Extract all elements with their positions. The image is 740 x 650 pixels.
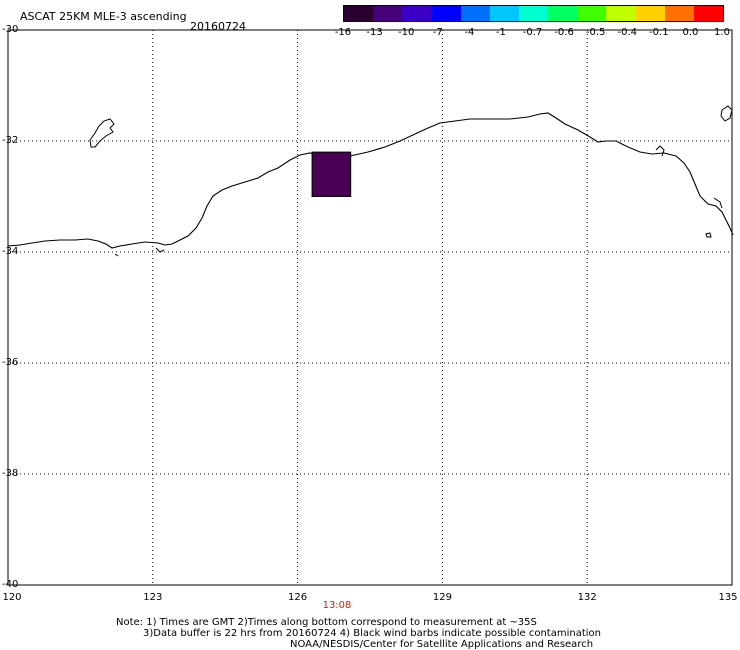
colorbar-segment xyxy=(344,6,374,21)
colorbar-tick-label: -0.1 xyxy=(649,27,669,38)
colorbar-segment xyxy=(548,6,578,21)
graticule xyxy=(7,29,733,586)
colorbar-tick-label: -16 xyxy=(334,27,352,38)
note-line-3: NOAA/NESDIS/Center for Satellite Applica… xyxy=(290,639,594,650)
colorbar-segment xyxy=(606,6,636,21)
time-label: 13:08 xyxy=(322,600,352,611)
coast-detail xyxy=(155,247,165,253)
coastline xyxy=(7,112,734,249)
colorbar xyxy=(343,5,724,22)
island xyxy=(89,118,115,148)
product-title: ASCAT 25KM MLE-3 ascending xyxy=(20,10,187,23)
colorbar-tick-label: 1.0 xyxy=(714,27,730,38)
colorbar-segment xyxy=(431,6,461,21)
islet xyxy=(705,232,712,238)
lat-tick-label: -38 xyxy=(2,468,19,479)
colorbar-tick-label: -4 xyxy=(464,27,475,38)
measurement-cell xyxy=(311,151,352,198)
lat-tick-label: -36 xyxy=(2,357,19,368)
colorbar-segment xyxy=(402,6,432,21)
lat-tick-label: -30 xyxy=(2,24,19,35)
lon-tick-label: 123 xyxy=(143,592,163,603)
colorbar-tick-label: -0.7 xyxy=(522,27,543,38)
colorbar-segment xyxy=(577,6,607,21)
colorbar-tick-label: -10 xyxy=(397,27,415,38)
colorbar-segment xyxy=(489,6,519,21)
map-frame xyxy=(7,29,733,586)
lon-tick-label: 120 xyxy=(2,592,22,603)
colorbar-tick-label: -0.4 xyxy=(617,27,638,38)
colorbar-tick-label: -7 xyxy=(432,27,443,38)
colorbar-segment xyxy=(664,6,694,21)
lon-tick-label: 129 xyxy=(432,592,452,603)
coast-detail xyxy=(114,253,119,257)
colorbar-segment xyxy=(373,6,403,21)
colorbar-tick-label: -0.5 xyxy=(585,27,606,38)
colorbar-tick-label: -13 xyxy=(366,27,383,38)
note-line-2: 3)Data buffer is 22 hrs from 20160724 4)… xyxy=(143,628,601,639)
colorbar-segment xyxy=(518,6,549,21)
lon-tick-label: 132 xyxy=(577,592,597,603)
lon-tick-label: 126 xyxy=(288,592,308,603)
colorbar-tick-label: -0.6 xyxy=(554,27,574,38)
colorbar-segment xyxy=(635,6,665,21)
lon-tick-label: 135 xyxy=(718,592,738,603)
colorbar-tick-label: 0.0 xyxy=(682,27,699,38)
island xyxy=(720,105,733,122)
coast-detail xyxy=(655,145,665,157)
colorbar-segment xyxy=(693,6,724,21)
lat-tick-label: -40 xyxy=(2,579,19,590)
colorbar-tick-label: -1 xyxy=(495,27,506,38)
lat-tick-label: -34 xyxy=(2,246,19,257)
colorbar-segment xyxy=(460,6,490,21)
lat-tick-label: -32 xyxy=(2,135,19,146)
coast-detail xyxy=(713,197,723,209)
note-line-1: Note: 1) Times are GMT 2)Times along bot… xyxy=(116,617,537,628)
